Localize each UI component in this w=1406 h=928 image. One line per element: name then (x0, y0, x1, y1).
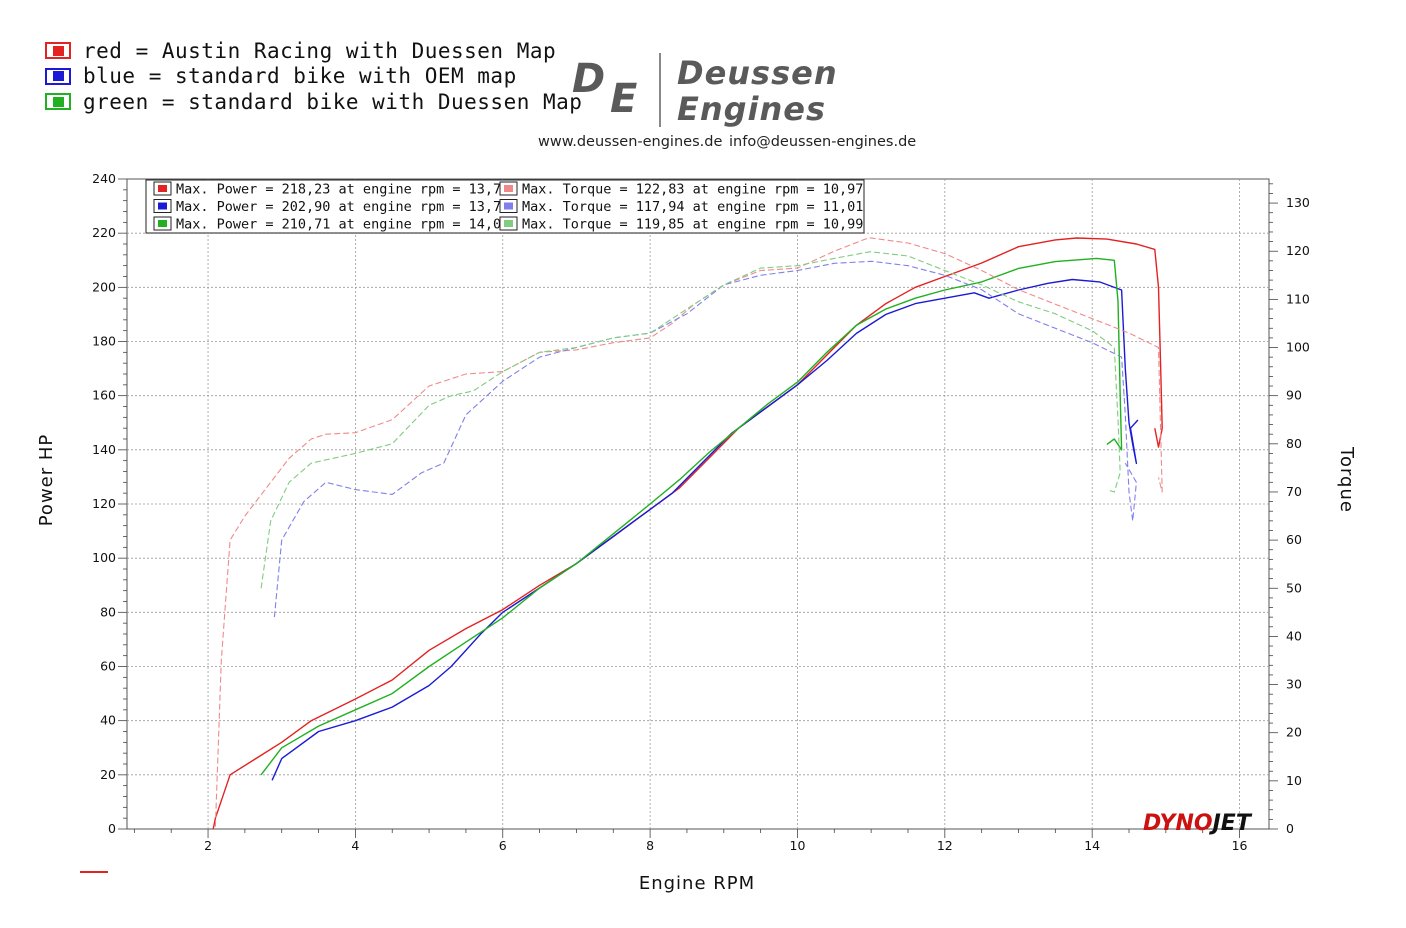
corner-mark (80, 871, 108, 873)
x-tick-label: 10 (790, 838, 806, 853)
y-tick-label: 180 (92, 334, 116, 349)
legend-swatch (504, 220, 513, 227)
torque-line-3 (214, 237, 1163, 827)
email-link[interactable]: info@deussen-engines.de (729, 134, 917, 150)
x-tick-label: 8 (646, 838, 654, 853)
y-tick-label: 160 (92, 388, 116, 403)
key-swatch-green (45, 93, 71, 111)
logo-monogram-d: D (572, 56, 606, 102)
y-tick-label: 200 (92, 279, 116, 294)
legend-swatch (158, 202, 167, 210)
power-line-2 (260, 257, 1123, 776)
y2-axis-ticks: 0 10 20 30 40 50 60 70 80 90 100 110 120 130 (1286, 195, 1310, 836)
y-tick-label: 20 (100, 767, 116, 782)
color-key: red = Austin Racing with Duessen Map blu… (45, 38, 582, 115)
y-tick-label: 100 (92, 550, 116, 565)
logo-word-deussen: Deussen (677, 54, 838, 92)
legend-swatch (158, 220, 167, 227)
y-tick-label: 0 (108, 821, 116, 836)
key-text-green: green = standard bike with Duessen Map (83, 89, 583, 114)
y2-tick-label: 120 (1286, 243, 1310, 258)
y2-tick-label: 80 (1286, 436, 1302, 451)
deussen-engines-logo: D E Deussen Engines (570, 50, 870, 130)
y2-axis-title: Torque (1336, 446, 1357, 513)
chart-legend: Max. Power = 218,23 at engine rpm = 13,7… (145, 179, 865, 234)
y-tick-label: 240 (92, 171, 116, 186)
power-line-1 (271, 278, 1139, 781)
y2-tick-label: 50 (1286, 580, 1302, 595)
y2-tick-label: 130 (1286, 195, 1310, 210)
minor-ticks (118, 178, 1278, 838)
key-swatch-blue (45, 67, 71, 85)
legend-entry-text: Max. Torque = 122,83 at engine rpm = 10,… (522, 182, 863, 198)
plot-area (126, 178, 1270, 830)
logo-monogram-e: E (610, 76, 638, 122)
x-axis-title: Engine RPM (639, 873, 755, 894)
key-row-green: green = standard bike with Duessen Map (45, 89, 582, 115)
y-tick-label: 40 (100, 713, 116, 728)
y2-tick-label: 0 (1286, 821, 1294, 836)
x-tick-label: 14 (1084, 838, 1100, 853)
y-tick-label: 220 (92, 225, 116, 240)
x-tick-label: 16 (1232, 838, 1248, 853)
x-tick-label: 6 (499, 838, 507, 853)
legend-entry-text: Max. Power = 210,71 at engine rpm = 14,0… (176, 217, 509, 233)
x-tick-label: 4 (351, 838, 359, 853)
y2-tick-label: 60 (1286, 532, 1302, 547)
key-row-blue: blue = standard bike with OEM map (45, 64, 582, 90)
legend-entry-text: Max. Torque = 117,94 at engine rpm = 11,… (522, 199, 863, 215)
logo-divider (659, 53, 661, 127)
y2-tick-label: 70 (1286, 484, 1302, 499)
y2-tick-label: 30 (1286, 677, 1302, 692)
y2-tick-label: 100 (1286, 340, 1310, 355)
series-lines (212, 237, 1163, 830)
key-text-blue: blue = standard bike with OEM map (83, 64, 517, 89)
y2-tick-label: 110 (1286, 291, 1310, 306)
y2-tick-label: 40 (1286, 628, 1302, 643)
y2-tick-label: 20 (1286, 725, 1302, 740)
key-swatch-red (45, 42, 71, 60)
y2-tick-label: 10 (1286, 773, 1302, 788)
dynojet-logo-text-b: JET (1209, 811, 1253, 836)
y-tick-label: 60 (100, 659, 116, 674)
y-tick-label: 140 (92, 442, 116, 457)
x-axis-ticks: 2 4 6 8 10 12 14 16 (204, 838, 1247, 853)
key-text-red: red = Austin Racing with Duessen Map (83, 38, 557, 63)
y2-tick-label: 90 (1286, 388, 1302, 403)
torque-line-5 (260, 251, 1121, 589)
x-tick-label: 2 (204, 838, 212, 853)
dynojet-logo: DYNOJET (1143, 811, 1253, 836)
legend-swatch (504, 185, 513, 192)
y-tick-label: 120 (92, 496, 116, 511)
legend-swatch (158, 185, 167, 192)
legend-entry-text: Max. Torque = 119,85 at engine rpm = 10,… (522, 217, 863, 233)
x-tick-label: 12 (937, 838, 953, 853)
legend-swatch (504, 202, 513, 210)
key-row-red: red = Austin Racing with Duessen Map (45, 38, 582, 64)
dynojet-logo-text-a: DYNO (1143, 811, 1213, 836)
y-tick-label: 80 (100, 604, 116, 619)
svg-text:DYNOJET: DYNOJET (1143, 811, 1253, 836)
legend-entry-text: Max. Power = 218,23 at engine rpm = 13,7… (176, 182, 509, 198)
logo-word-engines: Engines (677, 90, 827, 128)
legend-entry-text: Max. Power = 202,90 at engine rpm = 13,7… (176, 199, 509, 215)
y-axis-ticks: 0 20 40 60 80 100 120 140 160 180 200 220 240 (92, 171, 116, 836)
y-axis-title: Power HP (36, 434, 57, 527)
website-link[interactable]: www.deussen-engines.de (538, 134, 723, 150)
